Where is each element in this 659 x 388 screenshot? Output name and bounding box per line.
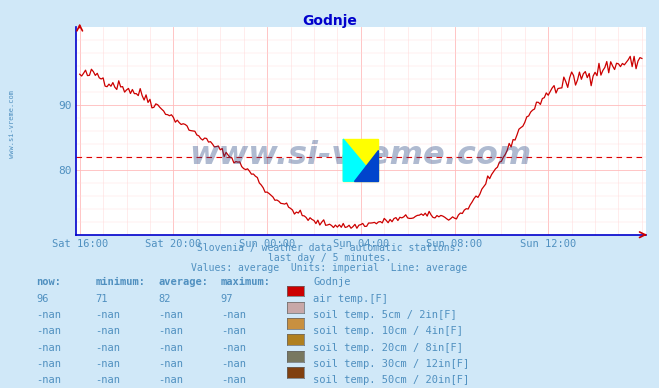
Text: -nan: -nan <box>36 359 61 369</box>
Text: Slovenia / weather data - automatic stations.: Slovenia / weather data - automatic stat… <box>197 242 462 253</box>
Text: Godnje: Godnje <box>313 277 351 288</box>
Text: -nan: -nan <box>158 375 183 385</box>
Text: -nan: -nan <box>36 310 61 320</box>
Text: 96: 96 <box>36 294 49 304</box>
Text: now:: now: <box>36 277 61 288</box>
Text: www.si-vreme.com: www.si-vreme.com <box>190 140 532 171</box>
Polygon shape <box>354 150 378 181</box>
Text: maximum:: maximum: <box>221 277 271 288</box>
Text: -nan: -nan <box>36 375 61 385</box>
Text: soil temp. 20cm / 8in[F]: soil temp. 20cm / 8in[F] <box>313 343 463 353</box>
Text: last day / 5 minutes.: last day / 5 minutes. <box>268 253 391 263</box>
Text: air temp.[F]: air temp.[F] <box>313 294 388 304</box>
Text: -nan: -nan <box>221 375 246 385</box>
Text: soil temp. 30cm / 12in[F]: soil temp. 30cm / 12in[F] <box>313 359 469 369</box>
Text: soil temp. 5cm / 2in[F]: soil temp. 5cm / 2in[F] <box>313 310 457 320</box>
Text: www.si-vreme.com: www.si-vreme.com <box>9 90 15 158</box>
Text: -nan: -nan <box>36 326 61 336</box>
Text: -nan: -nan <box>158 326 183 336</box>
Text: -nan: -nan <box>96 326 121 336</box>
Text: -nan: -nan <box>221 359 246 369</box>
Text: minimum:: minimum: <box>96 277 146 288</box>
Text: -nan: -nan <box>96 343 121 353</box>
Text: Values: average  Units: imperial  Line: average: Values: average Units: imperial Line: av… <box>191 263 468 273</box>
Text: -nan: -nan <box>96 359 121 369</box>
Bar <box>343 139 378 181</box>
Text: Godnje: Godnje <box>302 14 357 28</box>
Text: 97: 97 <box>221 294 233 304</box>
Text: -nan: -nan <box>96 310 121 320</box>
Text: -nan: -nan <box>221 326 246 336</box>
Text: -nan: -nan <box>221 310 246 320</box>
Text: 71: 71 <box>96 294 108 304</box>
Text: -nan: -nan <box>36 343 61 353</box>
Text: 82: 82 <box>158 294 171 304</box>
Text: -nan: -nan <box>158 343 183 353</box>
Text: soil temp. 10cm / 4in[F]: soil temp. 10cm / 4in[F] <box>313 326 463 336</box>
Text: -nan: -nan <box>221 343 246 353</box>
Text: -nan: -nan <box>96 375 121 385</box>
Text: -nan: -nan <box>158 359 183 369</box>
Text: average:: average: <box>158 277 208 288</box>
Polygon shape <box>343 139 378 181</box>
Text: soil temp. 50cm / 20in[F]: soil temp. 50cm / 20in[F] <box>313 375 469 385</box>
Text: -nan: -nan <box>158 310 183 320</box>
